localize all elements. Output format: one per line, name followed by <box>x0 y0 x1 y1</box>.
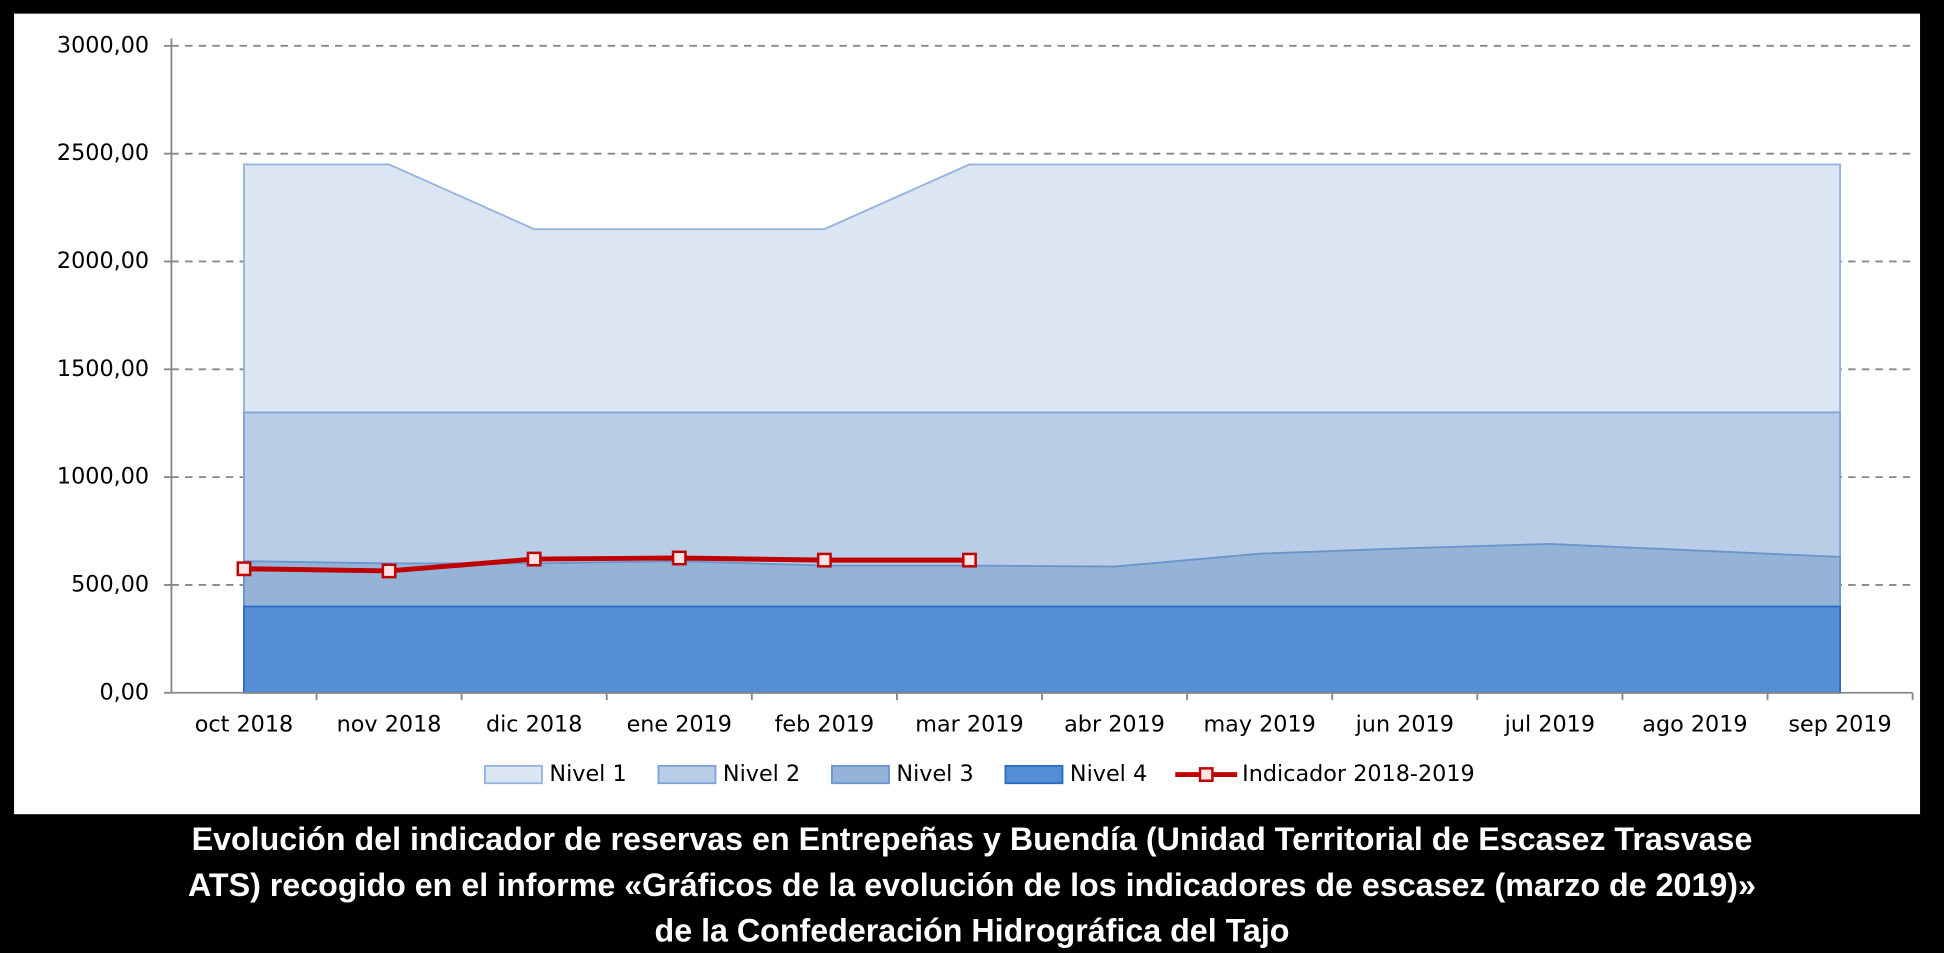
legend-label: Nivel 3 <box>896 761 973 787</box>
x-tick-label: jul 2019 <box>1504 711 1595 737</box>
marker <box>671 550 687 566</box>
legend-label: Nivel 1 <box>549 761 626 787</box>
marker <box>526 551 542 567</box>
x-tick-label: feb 2019 <box>775 711 875 737</box>
y-tick-label: 1000,00 <box>57 464 149 490</box>
x-tick-label: ene 2019 <box>627 711 732 737</box>
line <box>243 555 970 574</box>
y-tick-label: 500,00 <box>71 571 149 597</box>
x-tick-label: may 2019 <box>1203 711 1315 737</box>
marker <box>962 552 977 568</box>
legend-swatch <box>1004 764 1064 785</box>
legend-swatch <box>657 764 717 785</box>
y-tick-label: 2000,00 <box>57 248 149 274</box>
area <box>243 605 1841 694</box>
y-tick-label: 3000,00 <box>57 32 149 58</box>
y-tick-label: 2500,00 <box>57 140 149 166</box>
x-tick-label: jun 2019 <box>1355 711 1454 737</box>
x-tick-label: nov 2018 <box>337 711 442 737</box>
marker <box>381 563 397 579</box>
y-tick-label: 0,00 <box>99 679 149 705</box>
legend-label: Indicador 2018-2019 <box>1242 761 1475 787</box>
marker <box>236 561 252 577</box>
marker <box>816 552 832 568</box>
x-tick-label: abr 2019 <box>1064 711 1165 737</box>
caption: ATS) recogido en el informe «Gráficos de… <box>188 867 1756 903</box>
x-tick-label: oct 2018 <box>195 711 293 737</box>
y-tick-label: 1500,00 <box>57 356 149 382</box>
legend-swatch <box>831 764 890 785</box>
caption: Evolución del indicador de reservas en E… <box>192 821 1753 857</box>
x-tick-label: mar 2019 <box>915 711 1023 737</box>
x-tick-label: ago 2019 <box>1642 711 1747 737</box>
caption: de la Confederación Hidrográfica del Taj… <box>655 913 1290 949</box>
legend-label: Nivel 2 <box>723 761 800 787</box>
x-tick-label: dic 2018 <box>486 711 582 737</box>
x-tick-label: sep 2019 <box>1788 711 1891 737</box>
legend-label: Nivel 4 <box>1070 761 1147 787</box>
legend-swatch <box>484 764 543 785</box>
legend-marker <box>1198 767 1214 782</box>
